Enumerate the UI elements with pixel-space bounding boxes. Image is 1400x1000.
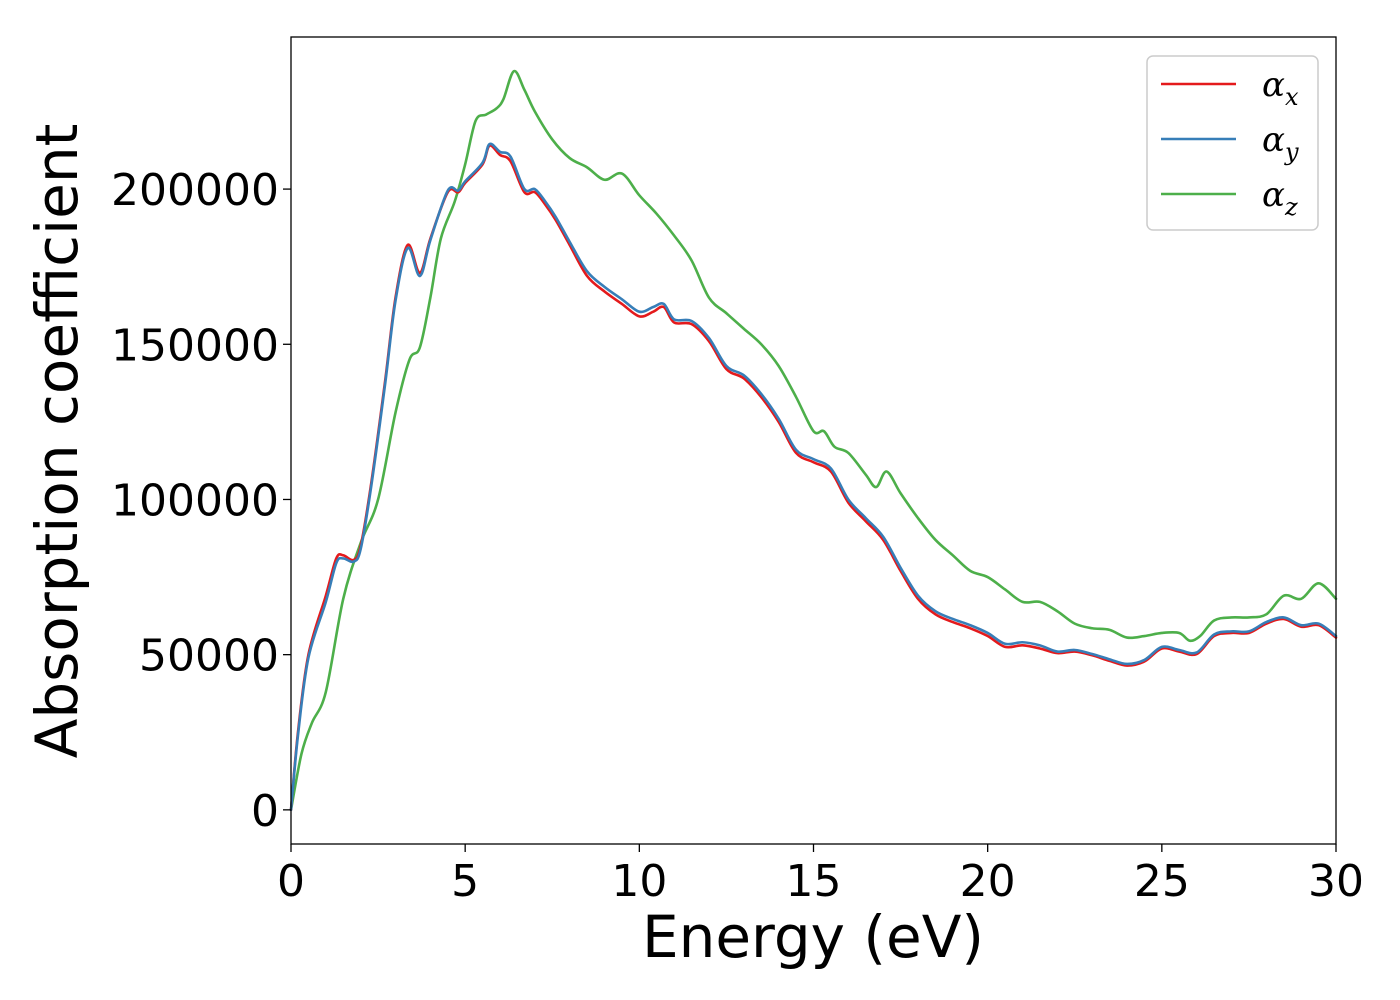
x-tick-label: 0	[277, 856, 305, 907]
y-tick-label: 0	[251, 786, 279, 837]
series-line-y	[289, 142, 1338, 812]
legend-frame	[1146, 55, 1319, 231]
x-tick-label: 10	[611, 856, 667, 907]
y-tick-label: 150000	[111, 320, 279, 371]
x-tick-label: 20	[960, 856, 1016, 907]
x-tick-label: 25	[1134, 856, 1190, 907]
x-axis-ticks: 0 5 10 15 20 25 30	[277, 844, 1364, 907]
series-layer	[289, 69, 1338, 812]
x-tick-label: 15	[786, 856, 842, 907]
y-tick-label: 200000	[111, 165, 279, 216]
x-tick-label: 30	[1308, 856, 1364, 907]
x-tick-label: 5	[451, 856, 479, 907]
series-line-z	[289, 69, 1338, 812]
x-axis-title: Energy (eV)	[642, 903, 984, 971]
series-line-x	[289, 144, 1338, 812]
y-tick-label: 50000	[139, 631, 279, 682]
y-tick-label: 100000	[111, 475, 279, 526]
y-axis-title: Absorption coefficient	[23, 124, 91, 759]
y-axis-ticks: 0 50000 100000 150000 200000	[111, 165, 291, 837]
